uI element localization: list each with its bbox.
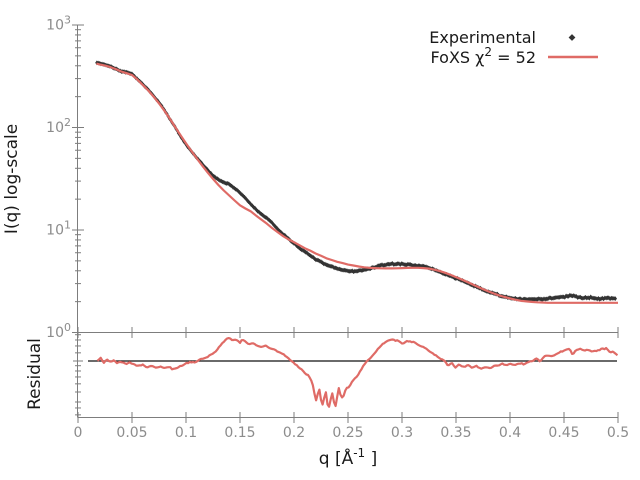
legend-diamond-icon bbox=[568, 34, 576, 41]
x-tick-label: 0.3 bbox=[391, 425, 413, 441]
foxs-fit-line bbox=[96, 62, 618, 304]
x-tick-label: 0.05 bbox=[116, 425, 147, 441]
y-tick-label: 100 bbox=[46, 321, 71, 341]
x-tick-label: 0.5 bbox=[607, 425, 629, 441]
x-axis-label: q [Å-1 ] bbox=[319, 446, 377, 469]
axes bbox=[72, 24, 619, 423]
x-tick-label: 0.35 bbox=[440, 425, 471, 441]
residual-series bbox=[96, 337, 618, 408]
y-tick-label: 101 bbox=[46, 219, 71, 239]
x-tick-label: 0.2 bbox=[283, 425, 305, 441]
y-tick-label: 102 bbox=[46, 116, 71, 136]
y-tick-label: 103 bbox=[46, 14, 71, 34]
legend bbox=[548, 34, 598, 59]
x-tick-label: 0.25 bbox=[332, 425, 363, 441]
x-tick-label: 0.1 bbox=[175, 425, 197, 441]
x-tick-label: 0.15 bbox=[224, 425, 255, 441]
legend-experimental-label: Experimental bbox=[429, 28, 536, 47]
x-tick-label: 0 bbox=[74, 425, 83, 441]
residual-y-axis-label: Residual bbox=[25, 338, 45, 410]
x-tick-label: 0.4 bbox=[499, 425, 521, 441]
main-y-axis-label: I(q) log-scale bbox=[2, 124, 22, 234]
legend-foxs-label: FoXS χ2 = 52 bbox=[431, 45, 536, 67]
x-tick-label: 0.45 bbox=[548, 425, 579, 441]
